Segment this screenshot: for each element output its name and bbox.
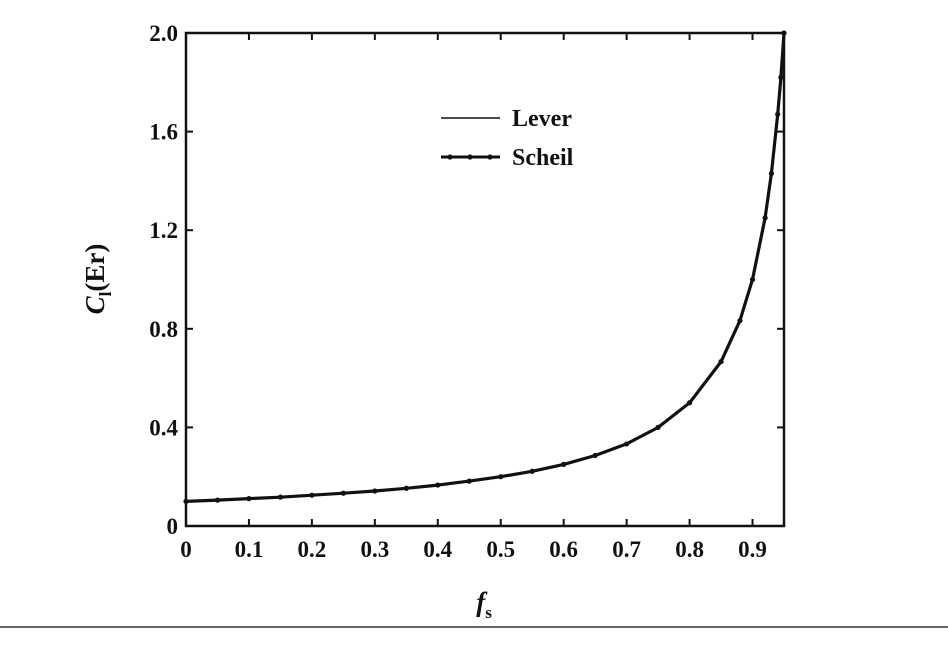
x-tick-label: 0.9 [738, 537, 767, 562]
x-tick-label: 0 [180, 537, 192, 562]
series-line-lever [185, 32, 785, 503]
y-tick-label: 0 [167, 514, 179, 539]
y-tick-label: 1.2 [149, 218, 178, 243]
y-axis-title-subscript: l [96, 291, 115, 296]
y-axis-title-main: C [80, 295, 110, 314]
x-tick-label: 0.6 [549, 537, 578, 562]
x-axis-ticks: 0 0.1 0.2 0.3 0.4 0.5 0.6 0.7 0.8 0.9 [180, 33, 767, 562]
series-point-scheil [466, 478, 472, 484]
legend-label-lever: Lever [512, 106, 572, 132]
legend: Lever Scheil [441, 106, 574, 171]
plot-frame [184, 31, 786, 528]
y-tick-label: 2.0 [149, 21, 178, 46]
x-tick-label: 0.8 [675, 537, 704, 562]
series-point-scheil [498, 474, 504, 480]
x-axis-title: fs [476, 587, 492, 622]
y-tick-label: 0.8 [149, 317, 178, 342]
series-point-scheil [737, 318, 743, 324]
series-point-scheil [762, 215, 768, 221]
y-axis-title: Cl(Er) [80, 244, 115, 315]
x-tick-label: 0.2 [298, 537, 327, 562]
series-point-scheil [372, 488, 378, 494]
series-point-scheil [309, 492, 315, 498]
x-tick-label: 0.5 [486, 537, 515, 562]
x-tick-label: 0.7 [612, 537, 641, 562]
series-point-scheil [624, 441, 630, 447]
series-point-scheil [781, 30, 787, 36]
series-point-scheil [686, 400, 693, 406]
x-tick-label: 0.4 [423, 537, 452, 562]
series-point-scheil [340, 490, 346, 496]
series-point-scheil [592, 452, 598, 459]
series-point-scheil [768, 170, 775, 177]
series-point-scheil [749, 276, 756, 283]
series-point-scheil [529, 468, 535, 474]
y-axis-title-suffix: (Er) [80, 244, 110, 292]
x-tick-label: 0.3 [360, 537, 389, 562]
series-point-scheil [561, 461, 567, 467]
series-point-scheil [655, 424, 661, 430]
x-axis-title-subscript: s [485, 603, 492, 622]
legend-swatch-dot [447, 154, 453, 160]
y-tick-label: 1.6 [149, 120, 178, 145]
series-line-scheil [185, 32, 786, 503]
series-point-scheil [246, 496, 252, 502]
plot-border [184, 31, 786, 528]
series-point-scheil [277, 494, 284, 500]
series-layer [183, 30, 787, 504]
legend-swatch-dot [467, 154, 473, 160]
y-axis-ticks: 0 0.4 0.8 1.2 1.6 2.0 [149, 21, 784, 539]
series-point-scheil [775, 111, 781, 117]
series-point-scheil [214, 497, 221, 503]
series-point-scheil [403, 485, 409, 491]
legend-label-scheil: Scheil [512, 145, 574, 171]
series-point-scheil [435, 482, 441, 488]
x-tick-label: 0.1 [235, 537, 264, 562]
series-point-scheil [718, 358, 724, 365]
series-point-scheil [183, 498, 189, 504]
series-point-scheil [778, 74, 784, 80]
y-tick-label: 0.4 [149, 415, 178, 440]
legend-swatch-dot [487, 154, 493, 160]
